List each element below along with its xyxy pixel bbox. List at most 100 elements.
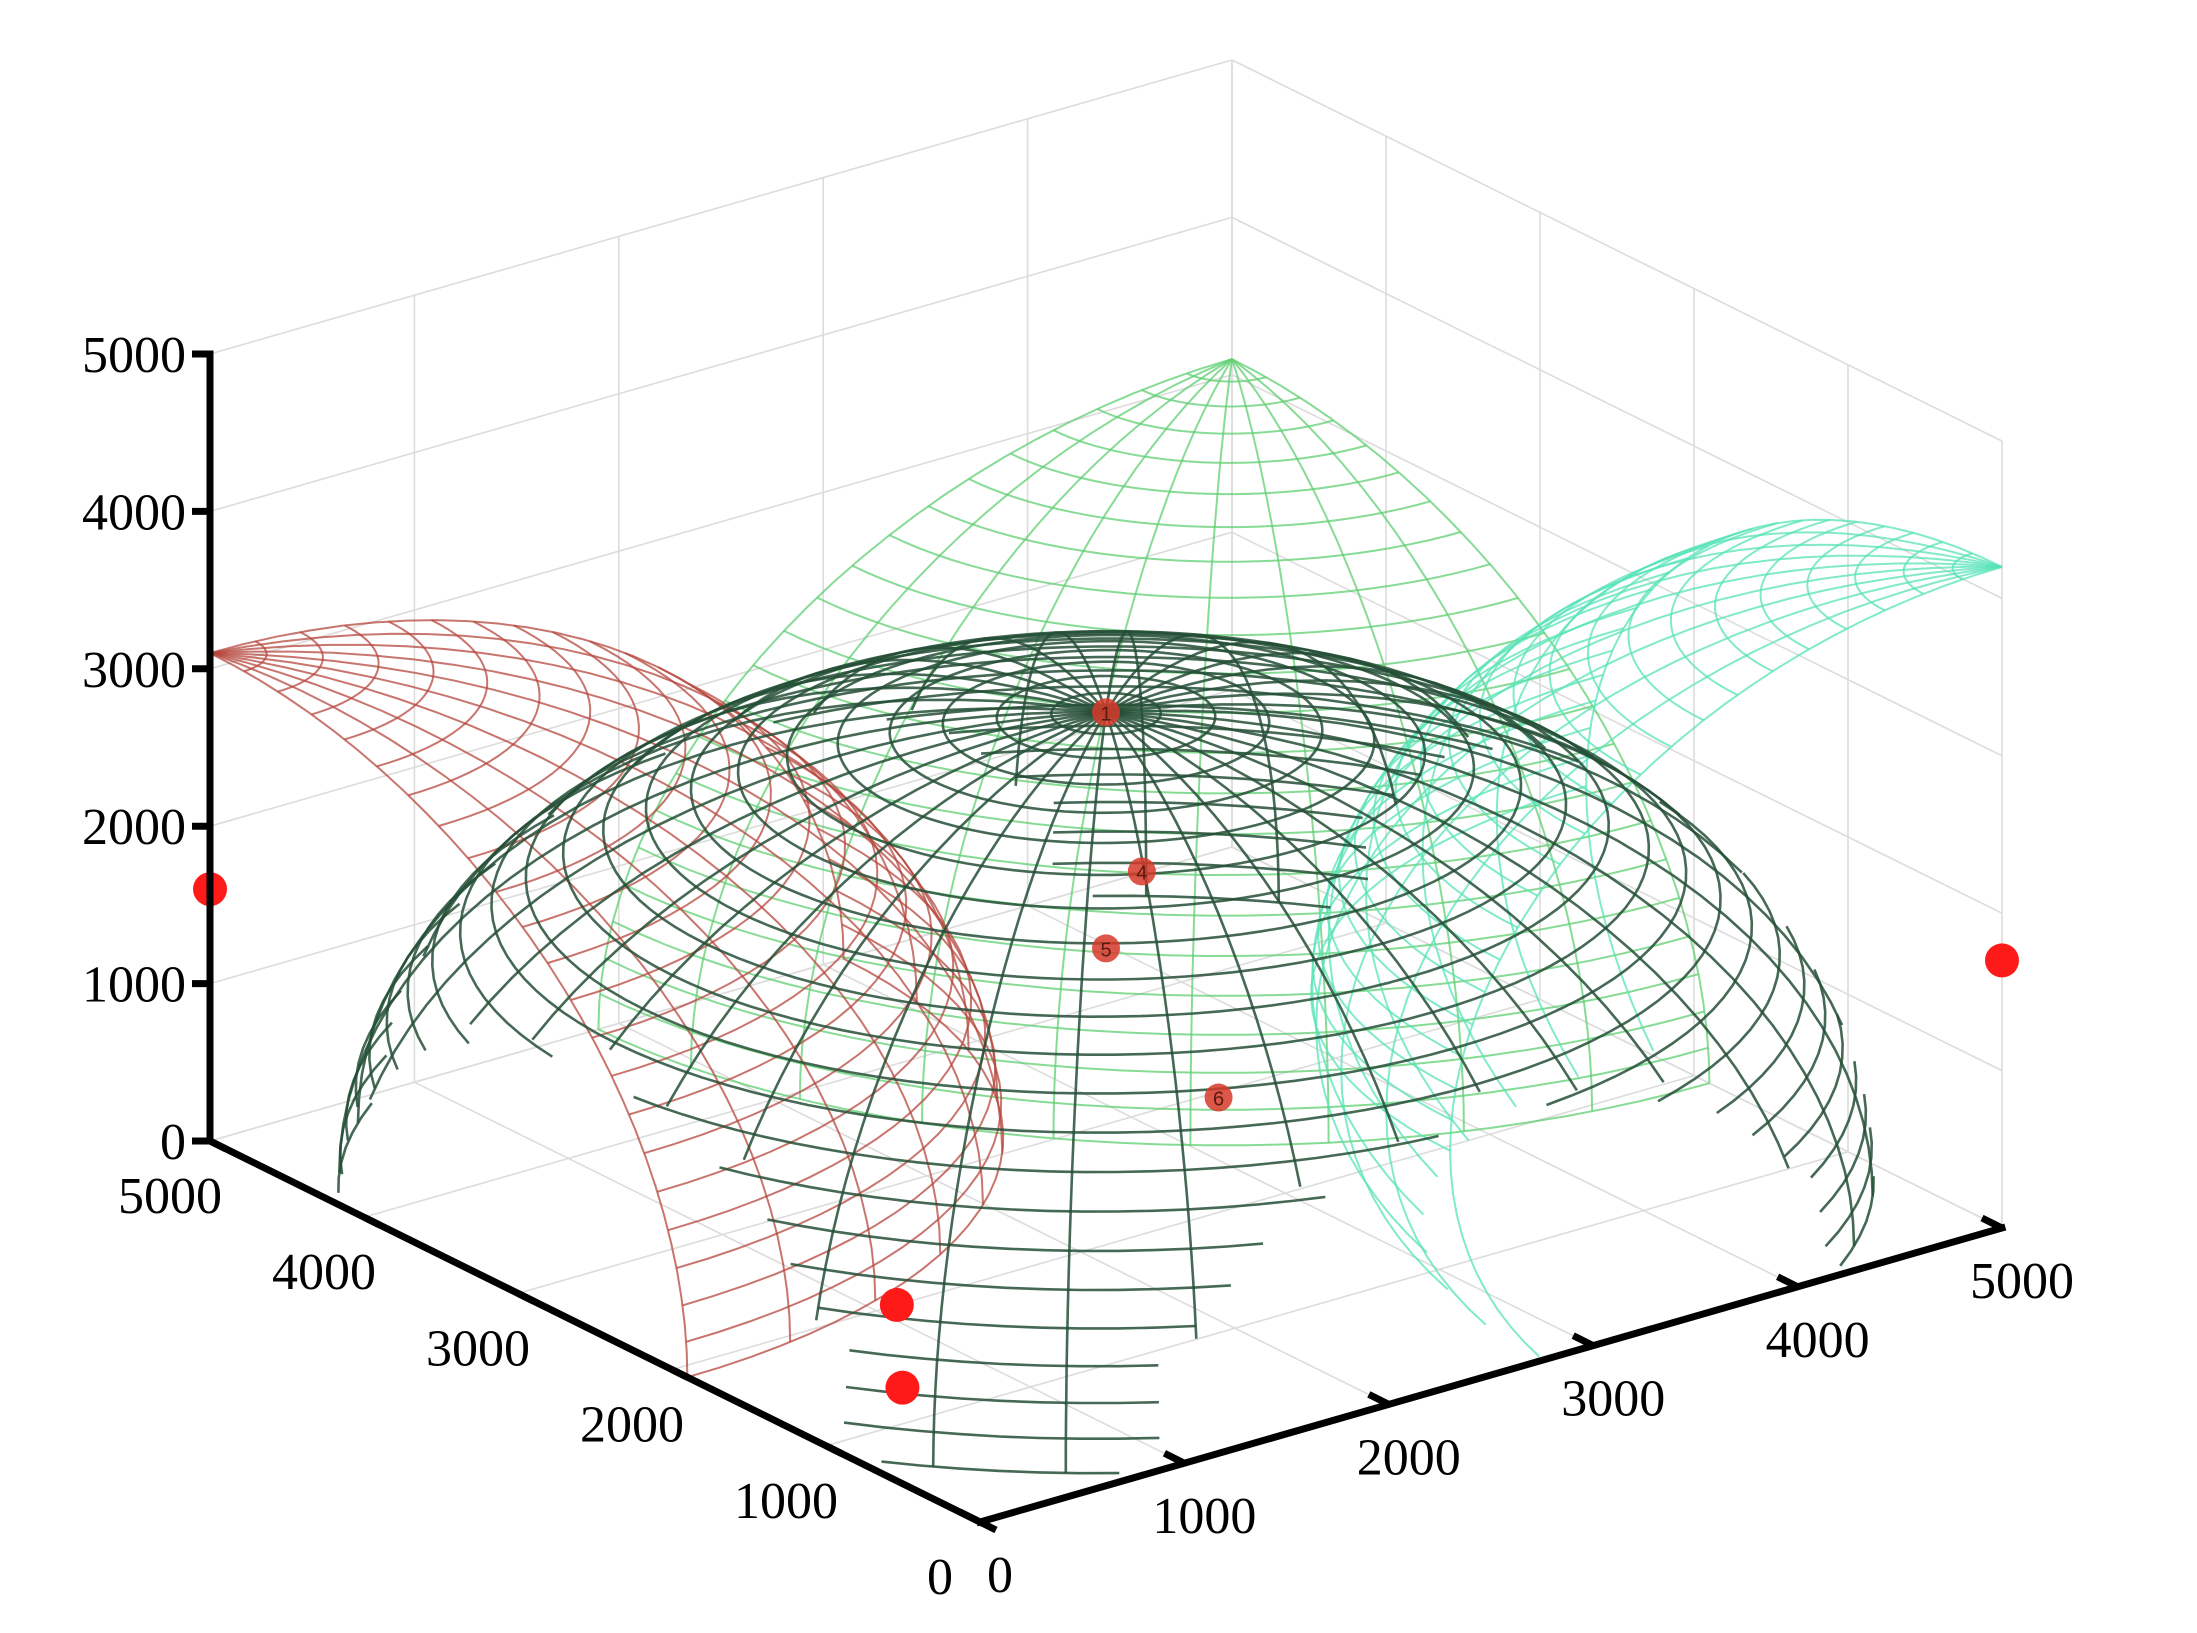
mesh-line — [910, 636, 1107, 714]
x-tick — [1162, 1450, 1186, 1467]
z-tick-label: 4000 — [82, 484, 186, 541]
mesh-line — [689, 358, 1233, 1068]
mesh-line — [1311, 755, 1588, 1121]
grid-line — [825, 1151, 1849, 1447]
surfaces — [209, 358, 2003, 1475]
data-point — [1985, 943, 2019, 978]
mesh-line — [469, 711, 1107, 1026]
mesh-line — [1010, 452, 1400, 496]
grid-line — [1231, 688, 2003, 1072]
mesh-line — [1105, 711, 1790, 1169]
mesh-line — [209, 650, 999, 1102]
y-tick-label: 1000 — [734, 1473, 838, 1530]
z-tick-label: 1000 — [82, 957, 186, 1014]
mesh-line — [1495, 531, 2003, 1078]
grid-line — [209, 846, 1233, 1142]
mesh-line — [408, 620, 541, 797]
x-tick-label: 1000 — [1152, 1488, 1256, 1545]
surface-3 — [597, 358, 1711, 1147]
mesh-line — [1716, 925, 1806, 1115]
mesh-line — [655, 809, 1667, 917]
mesh-line — [1053, 800, 1363, 820]
grid-line — [209, 59, 1233, 355]
mesh-line — [311, 624, 380, 716]
grid-line — [618, 1022, 1390, 1406]
mesh-line — [1310, 565, 2002, 1216]
grid-line — [209, 216, 1233, 513]
mesh-line — [742, 711, 1107, 1161]
mesh-line — [628, 746, 908, 1116]
mesh-line — [752, 664, 1594, 754]
mesh-line — [1669, 519, 1803, 696]
mesh-line — [687, 957, 1005, 1379]
surface-4 — [1310, 518, 2003, 1358]
mesh-line — [812, 646, 1107, 714]
data-point — [885, 1370, 920, 1405]
data-point — [1127, 857, 1156, 886]
y-tick — [362, 1214, 382, 1229]
mesh-line — [608, 711, 1107, 1051]
mesh-line — [209, 632, 918, 1003]
mesh-line — [385, 902, 461, 1070]
mesh-line — [1585, 518, 2003, 1052]
mesh-line — [1096, 408, 1334, 435]
y-tick-label: 0 — [927, 1549, 953, 1606]
mesh-line — [817, 1306, 1196, 1330]
mesh-line — [209, 652, 942, 1255]
mesh-line — [1824, 1127, 1874, 1248]
mesh-line — [888, 534, 1491, 599]
mesh-line — [495, 640, 687, 893]
x-tick-label: 0 — [987, 1547, 1013, 1604]
mesh-line — [1512, 544, 1709, 805]
mesh-line — [667, 827, 973, 1232]
grid-line — [363, 922, 1387, 1218]
mesh-line — [337, 1102, 373, 1193]
grid-line — [671, 1074, 1695, 1371]
mesh-line — [458, 752, 666, 1058]
mesh-line — [767, 1218, 1264, 1253]
y-axis-line — [205, 1136, 985, 1527]
mesh-line — [1751, 969, 1827, 1137]
mesh-line — [1105, 679, 1603, 766]
mesh-line — [1105, 703, 1743, 874]
mesh-line — [604, 957, 1705, 1074]
mesh-line — [968, 477, 1431, 529]
mesh-line — [1713, 518, 1830, 673]
x-tick — [958, 1508, 982, 1526]
mesh-line — [634, 672, 1107, 766]
grid-line — [517, 998, 1541, 1295]
mesh-line — [1189, 358, 1233, 1146]
mesh-line — [927, 505, 1462, 563]
mesh-line — [277, 631, 324, 693]
mesh-line — [344, 620, 435, 741]
surface-2 — [209, 619, 1005, 1379]
mesh-line — [368, 711, 1107, 1100]
mesh-line — [1105, 711, 1856, 1247]
mesh-line — [1105, 692, 1681, 816]
mesh-line — [790, 1262, 1231, 1292]
mesh-line — [1548, 535, 1730, 776]
data-point-label: 1 — [1100, 703, 1111, 725]
mesh-line — [881, 1460, 1120, 1475]
mesh-line — [1105, 711, 1665, 1083]
grid-line — [209, 374, 1233, 670]
mesh-line — [1340, 565, 2003, 1291]
mesh-line — [597, 358, 1233, 1030]
mesh-line — [368, 945, 429, 1089]
y-tick-label: 5000 — [118, 1168, 222, 1225]
mesh-line — [209, 619, 845, 959]
mesh-line — [356, 707, 1107, 1123]
mesh-line — [1186, 372, 1267, 383]
x-tick — [1367, 1391, 1391, 1408]
y-tick — [208, 1137, 228, 1153]
mesh-line — [1449, 565, 2003, 1358]
data-point — [1092, 698, 1120, 727]
mesh-line — [1231, 358, 1594, 1112]
mesh-line — [1104, 711, 1198, 1339]
mesh-line — [354, 989, 402, 1108]
mesh-line — [1105, 711, 1874, 1197]
mesh-line — [1315, 565, 2003, 1254]
mesh-line — [209, 652, 984, 1205]
mesh-line — [623, 883, 1691, 997]
